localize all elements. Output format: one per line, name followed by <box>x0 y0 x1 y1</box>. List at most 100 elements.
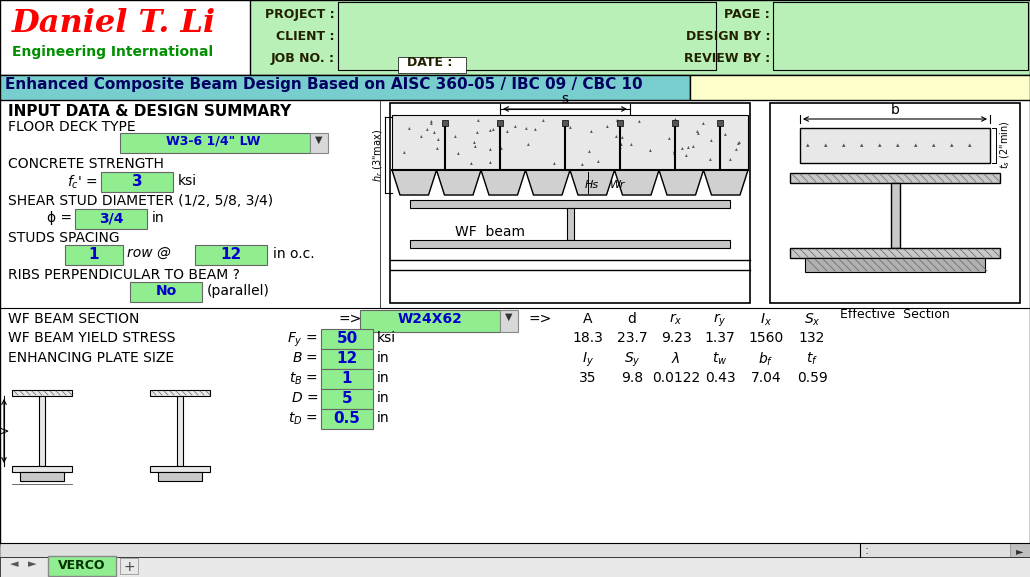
Text: FLOOR DECK TYPE: FLOOR DECK TYPE <box>8 120 136 134</box>
Text: 1: 1 <box>342 371 352 386</box>
Text: ▴: ▴ <box>581 161 584 166</box>
Bar <box>390 103 750 303</box>
Text: 9.8: 9.8 <box>621 371 643 385</box>
Bar <box>12 466 72 472</box>
Text: in: in <box>377 371 389 385</box>
Text: ▴: ▴ <box>667 136 671 140</box>
Bar <box>39 396 45 466</box>
Bar <box>12 390 72 396</box>
Text: WF BEAM SECTION: WF BEAM SECTION <box>8 312 139 326</box>
Text: VERCO: VERCO <box>59 559 106 572</box>
Text: ▴: ▴ <box>915 142 918 148</box>
Text: ▴: ▴ <box>702 119 705 125</box>
Text: SHEAR STUD DIAMETER (1/2, 5/8, 3/4): SHEAR STUD DIAMETER (1/2, 5/8, 3/4) <box>8 194 273 208</box>
Text: Wr: Wr <box>610 180 625 190</box>
Text: s: s <box>561 92 569 106</box>
Text: ▴: ▴ <box>474 143 476 148</box>
Bar <box>617 120 623 126</box>
Text: ▴: ▴ <box>476 129 479 134</box>
Text: 3/4: 3/4 <box>99 211 124 225</box>
Text: ENHANCING PLATE SIZE: ENHANCING PLATE SIZE <box>8 351 174 365</box>
Text: ▴: ▴ <box>473 139 476 144</box>
Text: $r_x$: $r_x$ <box>670 312 683 327</box>
Text: A: A <box>583 312 592 326</box>
Text: ▴: ▴ <box>489 145 492 151</box>
Text: ►: ► <box>28 559 36 569</box>
Bar <box>717 120 723 126</box>
Text: ▴: ▴ <box>501 145 503 151</box>
Text: ▴: ▴ <box>408 125 410 130</box>
Text: 0.5: 0.5 <box>334 411 360 426</box>
Text: ▴: ▴ <box>542 117 545 122</box>
Text: ▴: ▴ <box>454 133 457 138</box>
Text: ▴: ▴ <box>674 116 677 121</box>
Bar <box>130 282 202 302</box>
Bar <box>805 258 985 272</box>
Text: ▴: ▴ <box>588 148 591 153</box>
Polygon shape <box>392 170 748 195</box>
Text: in: in <box>152 211 165 225</box>
Text: ▴: ▴ <box>673 148 676 153</box>
Bar <box>1010 543 1030 557</box>
Bar <box>800 128 990 163</box>
Bar <box>150 390 210 396</box>
Text: ▴: ▴ <box>535 126 538 131</box>
Text: ▴: ▴ <box>457 150 459 155</box>
Text: 18.3: 18.3 <box>573 331 604 345</box>
Text: ▴: ▴ <box>621 134 624 139</box>
Bar <box>0 543 1030 557</box>
Text: 1560: 1560 <box>749 331 784 345</box>
Bar <box>770 103 1020 303</box>
Text: ▴: ▴ <box>879 142 882 148</box>
Text: ◄: ◄ <box>10 559 19 569</box>
Text: ▴: ▴ <box>433 129 436 133</box>
Text: ϕ =: ϕ = <box>47 211 72 225</box>
Bar <box>0 100 1030 545</box>
Text: ▴: ▴ <box>616 117 619 122</box>
Bar <box>410 240 730 248</box>
Text: ▴: ▴ <box>806 142 810 148</box>
Text: WF  beam: WF beam <box>455 225 525 239</box>
Text: >: > <box>0 425 9 437</box>
Text: ▴: ▴ <box>403 149 405 155</box>
Bar <box>75 209 147 229</box>
Text: 50: 50 <box>337 331 357 346</box>
Bar <box>398 57 466 73</box>
Text: ▴: ▴ <box>606 123 609 128</box>
Text: $f_c$' =: $f_c$' = <box>67 174 98 192</box>
Bar <box>690 75 1030 101</box>
Bar <box>566 208 574 240</box>
Text: W24X62: W24X62 <box>398 312 462 326</box>
Text: Enhanced Composite Beam Design Based on AISC 360-05 / IBC 09 / CBC 10: Enhanced Composite Beam Design Based on … <box>5 77 643 92</box>
Text: $I_x$: $I_x$ <box>760 312 771 328</box>
Text: ▴: ▴ <box>597 158 600 163</box>
Bar <box>101 172 173 192</box>
Text: ▴: ▴ <box>860 142 864 148</box>
Bar <box>0 0 250 75</box>
Text: W3-6 1/4" LW: W3-6 1/4" LW <box>166 135 261 148</box>
Text: 12: 12 <box>337 351 357 366</box>
Text: +: + <box>124 560 135 574</box>
Text: WF BEAM YIELD STRESS: WF BEAM YIELD STRESS <box>8 331 175 345</box>
Bar <box>158 472 202 481</box>
Bar <box>177 396 183 466</box>
Bar <box>321 409 373 429</box>
Text: 12: 12 <box>220 247 242 262</box>
Text: 1.37: 1.37 <box>705 331 735 345</box>
Text: 1: 1 <box>89 247 99 262</box>
Text: ▼: ▼ <box>506 312 513 322</box>
Bar <box>790 173 1000 183</box>
Text: ▴: ▴ <box>630 141 633 146</box>
Text: ▼: ▼ <box>315 135 322 145</box>
Text: ▴: ▴ <box>896 142 900 148</box>
Text: ▴: ▴ <box>968 142 971 148</box>
Bar <box>772 2 1028 70</box>
Text: ▴: ▴ <box>524 125 527 130</box>
Text: ▴: ▴ <box>420 133 423 138</box>
Text: $B$ =: $B$ = <box>291 351 318 365</box>
Text: ▴: ▴ <box>696 128 699 133</box>
Text: ▴: ▴ <box>620 141 622 146</box>
Text: RIBS PERPENDICULAR TO BEAM ?: RIBS PERPENDICULAR TO BEAM ? <box>8 268 240 282</box>
Text: in: in <box>377 391 389 405</box>
Bar <box>790 248 1000 258</box>
